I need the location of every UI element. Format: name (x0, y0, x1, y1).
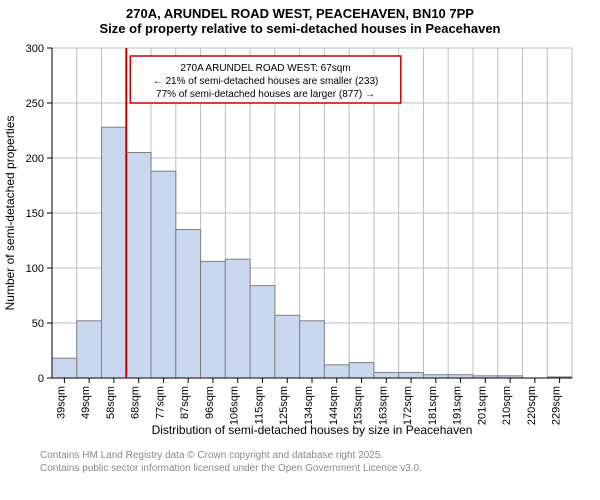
bar (176, 230, 201, 379)
bar (300, 321, 325, 378)
bar (399, 373, 424, 379)
annotation-line: 77% of semi-detached houses are larger (… (156, 89, 375, 100)
svg-text:181sqm: 181sqm (427, 386, 439, 425)
bar (102, 127, 127, 378)
svg-text:201sqm: 201sqm (476, 386, 488, 425)
svg-text:96sqm: 96sqm (204, 386, 216, 419)
svg-text:39sqm: 39sqm (55, 386, 67, 419)
svg-text:163sqm: 163sqm (377, 386, 389, 425)
svg-text:50: 50 (32, 318, 44, 330)
bar (201, 261, 226, 378)
footer-line-1: Contains HM Land Registry data © Crown c… (40, 449, 600, 462)
svg-text:134sqm: 134sqm (303, 386, 315, 425)
svg-text:300: 300 (26, 43, 44, 55)
footer-line-2: Contains public sector information licen… (40, 462, 600, 475)
svg-text:144sqm: 144sqm (328, 386, 340, 425)
bar (250, 286, 275, 378)
bar (349, 363, 374, 378)
histogram-chart: 0 50 100 150 200 250 300 39sqm 49sqm 58sqm 68sqm 77… (0, 38, 600, 438)
svg-text:115sqm: 115sqm (253, 386, 265, 424)
svg-text:49sqm: 49sqm (80, 386, 92, 419)
svg-text:172sqm: 172sqm (402, 386, 414, 425)
svg-text:106sqm: 106sqm (229, 386, 241, 425)
svg-text:58sqm: 58sqm (105, 386, 117, 419)
bar (225, 259, 250, 378)
chart-area: 0 50 100 150 200 250 300 39sqm 49sqm 58sqm 68sqm 77… (0, 38, 600, 443)
bar (324, 365, 349, 378)
svg-text:150: 150 (26, 208, 44, 220)
svg-text:250: 250 (26, 98, 44, 110)
bar (151, 171, 176, 378)
chart-title-2: Size of property relative to semi-detach… (0, 21, 600, 38)
footer-credits: Contains HM Land Registry data © Crown c… (0, 443, 600, 475)
chart-title-1: 270A, ARUNDEL ROAD WEST, PEACEHAVEN, BN1… (0, 0, 600, 21)
x-axis-label: Distribution of semi-detached houses by … (152, 423, 473, 437)
bar (126, 153, 151, 379)
bar (52, 358, 77, 378)
svg-text:220sqm: 220sqm (526, 386, 538, 425)
bar (374, 373, 399, 379)
svg-text:153sqm: 153sqm (353, 386, 365, 425)
svg-text:191sqm: 191sqm (452, 386, 464, 425)
svg-text:229sqm: 229sqm (551, 386, 563, 425)
svg-text:87sqm: 87sqm (179, 386, 191, 419)
svg-text:200: 200 (26, 153, 44, 165)
y-axis-label: Number of semi-detached properties (3, 116, 17, 311)
svg-text:100: 100 (26, 263, 44, 275)
bar (275, 315, 300, 378)
bar (77, 321, 102, 378)
svg-text:77sqm: 77sqm (154, 386, 166, 419)
svg-text:68sqm: 68sqm (130, 386, 142, 419)
annotation-line: 270A ARUNDEL ROAD WEST: 67sqm (180, 63, 350, 74)
svg-text:210sqm: 210sqm (501, 386, 513, 425)
annotation-line: ← 21% of semi-detached houses are smalle… (153, 76, 379, 87)
svg-text:0: 0 (38, 373, 44, 385)
svg-text:125sqm: 125sqm (278, 386, 290, 425)
